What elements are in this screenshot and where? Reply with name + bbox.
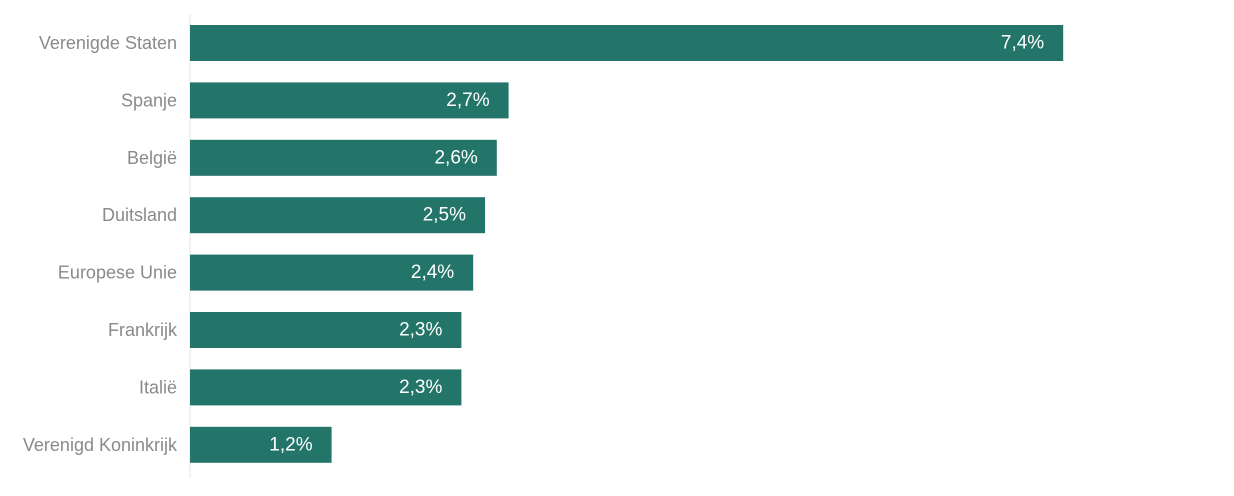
value-label: 2,6% — [434, 147, 477, 168]
value-label: 2,5% — [423, 205, 466, 226]
category-label: Frankrijk — [108, 320, 178, 340]
bar — [190, 312, 462, 348]
bar — [190, 139, 497, 176]
category-label: Duitsland — [102, 205, 177, 225]
value-label: 2,4% — [411, 262, 454, 283]
category-label: Verenigd Koninkrijk — [23, 435, 178, 455]
bar — [190, 197, 485, 234]
category-label: België — [127, 148, 177, 168]
bar — [190, 25, 1064, 61]
bar — [190, 254, 474, 291]
category-label: Verenigde Staten — [39, 33, 177, 53]
category-label: Italië — [139, 377, 177, 397]
bar — [190, 82, 509, 119]
value-label: 2,3% — [399, 320, 442, 341]
bar — [190, 369, 462, 406]
value-label: 1,2% — [269, 434, 312, 455]
value-label: 7,4% — [1001, 33, 1044, 54]
category-label: Spanje — [121, 90, 177, 110]
value-label: 2,3% — [399, 377, 442, 398]
value-label: 2,7% — [446, 90, 489, 111]
category-label: Europese Unie — [58, 263, 177, 283]
bar — [190, 426, 332, 463]
